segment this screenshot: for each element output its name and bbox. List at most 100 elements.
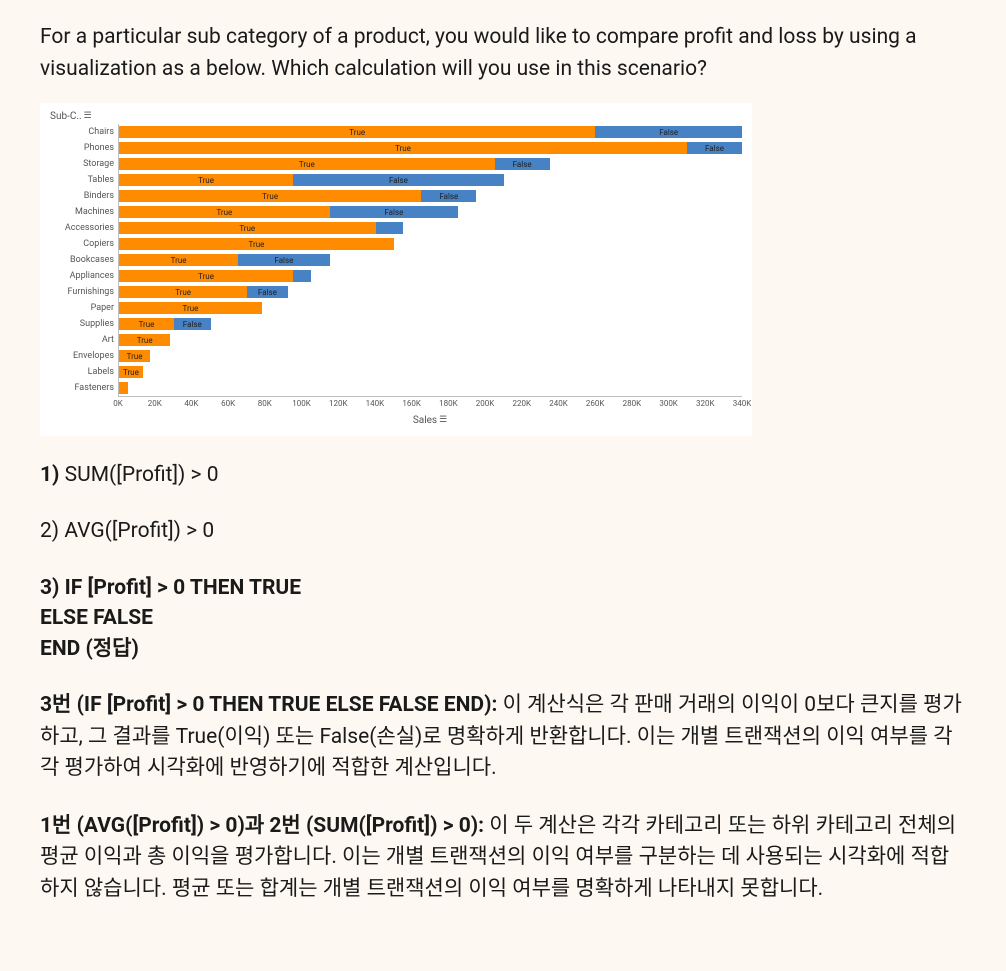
bar-row: True xyxy=(119,364,742,380)
bar-segment-false xyxy=(293,270,311,282)
explanation-para-1: 3번 (IF [Profit] > 0 THEN TRUE ELSE FALSE… xyxy=(40,690,966,785)
chart-row-header-label: Sub-C.. xyxy=(50,111,82,122)
bar-segment-true: True xyxy=(119,270,293,282)
bar-segment-false: False xyxy=(330,206,458,218)
category-labels: ChairsPhonesStorageTablesBindersMachines… xyxy=(50,124,118,426)
bar-segment-true xyxy=(119,382,128,394)
bar-segment-false: False xyxy=(595,126,742,138)
category-label: Binders xyxy=(50,188,118,204)
x-tick: 20K xyxy=(148,399,162,408)
category-label: Phones xyxy=(50,140,118,156)
segment-label: True xyxy=(216,208,232,217)
x-tick: 200K xyxy=(476,399,495,408)
bar-segment-true: True xyxy=(119,334,170,346)
segment-label: False xyxy=(384,208,403,217)
x-tick: 40K xyxy=(184,399,198,408)
bar-row: True xyxy=(119,300,742,316)
bar-row: TrueFalse xyxy=(119,172,742,188)
segment-label: True xyxy=(239,224,255,233)
segment-label: False xyxy=(258,288,277,297)
segment-label: True xyxy=(349,128,365,137)
bar-row: True False xyxy=(119,316,742,332)
segment-label: True xyxy=(139,320,155,329)
bar-segment-false xyxy=(376,222,403,234)
category-label: Envelopes xyxy=(50,348,118,364)
chart-container: Sub-C..☰ ChairsPhonesStorageTablesBinder… xyxy=(40,103,752,436)
category-label: Copiers xyxy=(50,236,118,252)
explanation-2-bold: 1번 (AVG([Profit]) > 0)과 2번 (SUM([Profit]… xyxy=(40,814,484,838)
x-tick: 80K xyxy=(258,399,272,408)
bar-segment-true: True xyxy=(119,206,330,218)
option-1: 1) SUM([Profit]) > 0 xyxy=(40,460,966,490)
sort-desc-icon: ☰ xyxy=(84,111,92,121)
segment-label: False xyxy=(513,160,532,169)
bar-row: True False xyxy=(119,124,742,140)
bar-segment-true: True xyxy=(119,174,293,186)
answer-options: 1) SUM([Profit]) > 0 2) AVG([Profit]) > … xyxy=(40,460,966,664)
x-tick: 320K xyxy=(696,399,715,408)
bar-row: True False xyxy=(119,284,742,300)
explanation-1-bold: 3번 (IF [Profit] > 0 THEN TRUE ELSE FALSE… xyxy=(40,693,497,717)
bar-row: True False xyxy=(119,156,742,172)
category-label: Machines xyxy=(50,204,118,220)
question-text: For a particular sub category of a produ… xyxy=(40,22,966,85)
segment-label: False xyxy=(659,128,678,137)
bar-row: True xyxy=(119,332,742,348)
chart-row-header: Sub-C..☰ xyxy=(50,111,742,122)
segment-label: True xyxy=(198,272,214,281)
segment-label: False xyxy=(183,320,202,329)
bar-row: True xyxy=(119,220,742,236)
sort-desc-icon: ☰ xyxy=(439,415,447,425)
segment-label: True xyxy=(127,352,143,361)
x-tick: 260K xyxy=(586,399,605,408)
bar-segment-true: True xyxy=(119,286,247,298)
bar-segment-true: True xyxy=(119,366,143,378)
bar-segment-false: False xyxy=(174,318,211,330)
category-label: Labels xyxy=(50,364,118,380)
category-label: Storage xyxy=(50,156,118,172)
segment-label: True xyxy=(249,240,265,249)
x-tick: 0K xyxy=(113,399,123,408)
category-label: Supplies xyxy=(50,316,118,332)
bar-row: TrueFalse xyxy=(119,252,742,268)
bar-row: True False xyxy=(119,140,742,156)
option-1-prefix: 1) xyxy=(40,463,65,487)
bar-segment-true: True xyxy=(119,350,150,362)
chart-plot: TrueFalseTrueFalseTrueFalseTrueFalseTrue… xyxy=(118,124,742,397)
category-label: Accessories xyxy=(50,220,118,236)
bar-row: True xyxy=(119,348,742,364)
x-tick: 340K xyxy=(733,399,752,408)
option-3: 3) IF [Profit] > 0 THEN TRUE ELSE FALSE … xyxy=(40,573,966,664)
category-label: Appliances xyxy=(50,268,118,284)
bar-segment-true: True xyxy=(119,302,262,314)
explanation: 3번 (IF [Profit] > 0 THEN TRUE ELSE FALSE… xyxy=(40,690,966,905)
bar-segment-false: False xyxy=(687,142,742,154)
segment-label: True xyxy=(171,256,187,265)
bar-segment-true: True xyxy=(119,190,421,202)
bar-segment-true: True xyxy=(119,238,394,250)
bar-segment-true: True xyxy=(119,318,174,330)
category-label: Tables xyxy=(50,172,118,188)
segment-label: True xyxy=(262,192,278,201)
x-tick: 160K xyxy=(402,399,421,408)
segment-label: True xyxy=(175,288,191,297)
x-tick: 300K xyxy=(659,399,678,408)
explanation-para-2: 1번 (AVG([Profit]) > 0)과 2번 (SUM([Profit]… xyxy=(40,811,966,906)
x-tick: 280K xyxy=(623,399,642,408)
segment-label: False xyxy=(439,192,458,201)
x-tick: 180K xyxy=(439,399,458,408)
segment-label: True xyxy=(395,144,411,153)
x-tick: 220K xyxy=(512,399,531,408)
bar-row: True xyxy=(119,268,742,284)
x-tick: 60K xyxy=(221,399,235,408)
x-axis-title: Sales☰ xyxy=(118,415,742,426)
segment-label: True xyxy=(183,304,199,313)
category-label: Fasteners xyxy=(50,380,118,396)
segment-label: True xyxy=(137,336,153,345)
bar-segment-false: False xyxy=(293,174,504,186)
bar-row: True xyxy=(119,236,742,252)
x-tick: 240K xyxy=(549,399,568,408)
bar-segment-true: True xyxy=(119,158,495,170)
category-label: Bookcases xyxy=(50,252,118,268)
bar-row: True False xyxy=(119,204,742,220)
